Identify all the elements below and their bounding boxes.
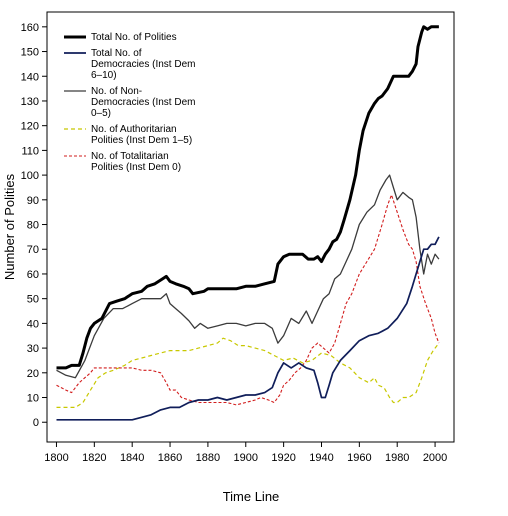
y-tick-label: 20 — [27, 368, 39, 380]
legend-label-2: 6–10) — [91, 70, 117, 81]
y-tick-label: 160 — [21, 22, 39, 34]
y-tick-label: 130 — [21, 96, 39, 108]
legend-label-2: Total No. of — [91, 48, 142, 59]
legend-label-4: Polities (Inst Dem 1–5) — [91, 135, 192, 146]
x-tick-label: 1900 — [234, 452, 258, 464]
series-line-2 — [56, 236, 440, 421]
y-tick-label: 50 — [27, 294, 39, 306]
y-tick-label: 70 — [27, 244, 39, 256]
series-line-1 — [56, 25, 439, 370]
series-line-5 — [56, 194, 440, 406]
legend-label-3: No. of Non- — [91, 86, 142, 97]
legend-label-1: Total No. of Polities — [91, 32, 177, 43]
series-line-3 — [56, 174, 440, 379]
legend-label-3: Democracies (Inst Dem — [91, 97, 195, 108]
x-tick-label: 1980 — [385, 452, 409, 464]
plot-frame — [46, 11, 455, 443]
x-tick-label: 1920 — [271, 452, 295, 464]
series-line-4 — [56, 337, 440, 408]
x-axis: 1800 1820 1840 1860 1880 1900 1920 1940 1960 1980… — [44, 442, 447, 464]
x-tick-label: 1840 — [120, 452, 144, 464]
x-axis-title: Time Line — [223, 489, 280, 504]
y-axis: 0 10 20 30 40 50 60 70 80 90 100 110 120 130 140 150 160 — [21, 22, 47, 429]
y-tick-label: 60 — [27, 269, 39, 281]
x-tick-label: 1960 — [347, 452, 371, 464]
x-tick-label: 2000 — [423, 452, 447, 464]
y-axis-title: Number of Polities — [2, 173, 17, 280]
x-tick-label: 1820 — [82, 452, 106, 464]
y-tick-label: 150 — [21, 47, 39, 59]
y-tick-label: 80 — [27, 220, 39, 232]
y-tick-label: 140 — [21, 71, 39, 83]
legend-label-2: Democracies (Inst Dem — [91, 59, 195, 70]
legend-label-3: 0–5) — [91, 108, 111, 119]
legend-label-5: No. of Totalitarian — [91, 151, 169, 162]
legend-label-4: No. of Authoritarian — [91, 124, 177, 135]
y-tick-label: 0 — [33, 417, 39, 429]
legend-label-5: Polities (Inst Dem 0) — [91, 162, 181, 173]
y-tick-label: 30 — [27, 343, 39, 355]
x-tick-label: 1880 — [196, 452, 220, 464]
x-tick-label: 1800 — [44, 452, 68, 464]
y-tick-label: 100 — [21, 170, 39, 182]
y-tick-label: 120 — [21, 121, 39, 133]
y-tick-label: 110 — [21, 145, 39, 157]
x-tick-label: 1860 — [158, 452, 182, 464]
series-layer — [56, 25, 440, 421]
y-tick-label: 90 — [27, 195, 39, 207]
y-tick-label: 10 — [27, 393, 39, 405]
y-tick-label: 40 — [27, 318, 39, 330]
x-tick-label: 1940 — [309, 452, 333, 464]
